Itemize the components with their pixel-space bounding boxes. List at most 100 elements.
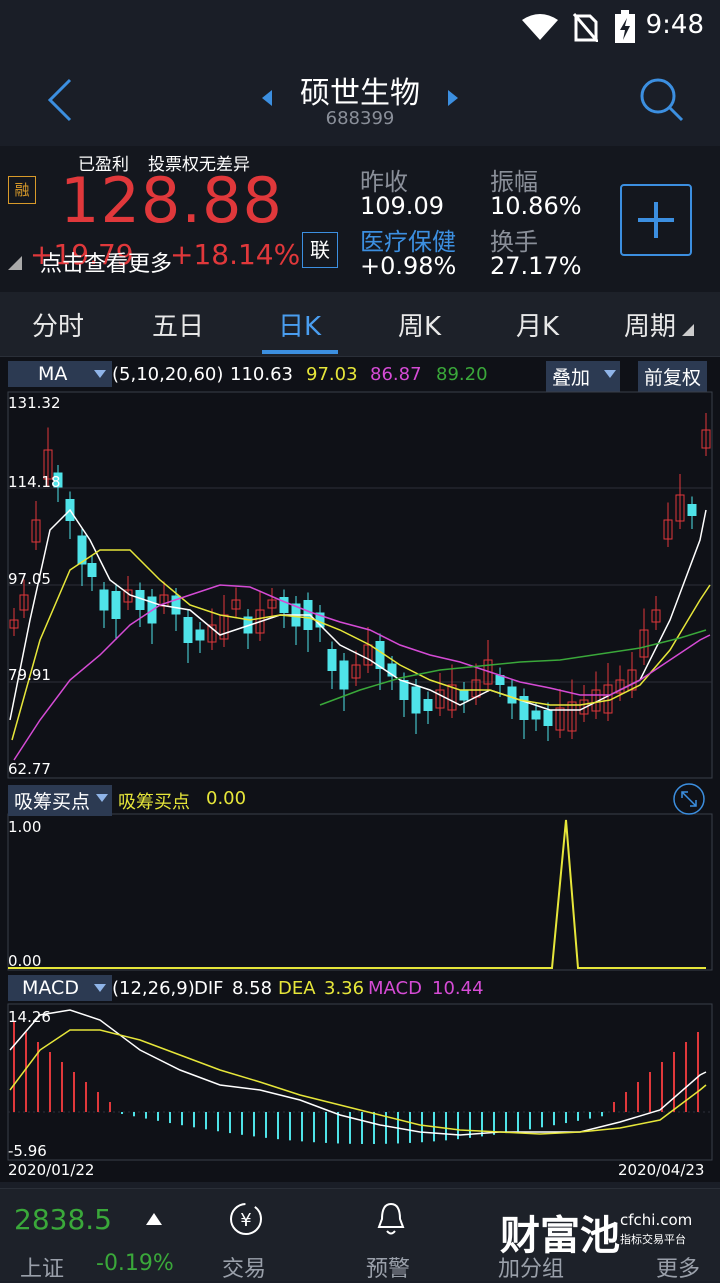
bottom-nav: 2838.5 上证 -0.19% ¥ 交易 预警 财富池 cfchi.com 指… [0, 1188, 720, 1282]
sector-change: +0.98% [360, 252, 457, 280]
candle [77, 535, 87, 565]
watermark-site: cfchi.com [620, 1211, 693, 1229]
ma-params: (5,10,20,60) [112, 364, 224, 385]
macd-select[interactable]: MACD [8, 975, 112, 1001]
linked-button[interactable]: 联 [302, 232, 338, 268]
candle [507, 686, 517, 704]
last-price: 128.88 [60, 164, 283, 237]
status-bar: 9:48 [0, 0, 720, 56]
margin-badge: 融 [8, 176, 36, 204]
index-name: 上证 [20, 1257, 65, 1282]
dif-label: DIF [194, 978, 224, 999]
clock: 9:48 [645, 10, 704, 40]
macd-label: MACD [368, 978, 422, 999]
candle [207, 624, 217, 643]
back-icon[interactable] [46, 78, 74, 122]
triangle-up-icon [146, 1213, 162, 1225]
tap-more-hint[interactable]: 点击查看更多 [40, 252, 173, 277]
overlay-label: 叠加 [552, 367, 591, 389]
ma10-line [11, 549, 711, 741]
macd-histogram [13, 1022, 699, 1144]
period-tabs: 分时 五日 日K 周K 月K 周期 [0, 292, 720, 357]
chevron-down-icon [94, 984, 106, 992]
ma5-line [9, 508, 707, 721]
chart-area [0, 357, 720, 1182]
ma-lines [9, 508, 711, 761]
ma60-line [319, 629, 707, 706]
candle [53, 472, 63, 488]
candle [555, 707, 565, 731]
add-watchlist-button[interactable] [620, 184, 692, 256]
alert-label[interactable]: 预警 [366, 1257, 411, 1282]
turnover-value: 27.17% [490, 252, 582, 280]
ma20-value: 86.87 [370, 364, 422, 385]
tab-intraday[interactable]: 分时 [32, 312, 85, 342]
stock-header: 硕世生物 688399 [0, 56, 720, 146]
candle [531, 710, 541, 720]
wifi-icon [522, 14, 558, 40]
search-icon[interactable] [638, 76, 684, 122]
candle [43, 449, 53, 480]
axis-label-bottom: 62.77 [8, 760, 51, 778]
next-stock-icon[interactable] [446, 88, 460, 108]
candle [255, 609, 265, 634]
candle [351, 664, 361, 679]
candle [639, 629, 649, 658]
expand-icon[interactable] [672, 782, 706, 816]
dif-value: 8.58 [232, 978, 273, 999]
trade-icon[interactable]: ¥ [228, 1201, 264, 1237]
ma60-value: 89.20 [436, 364, 488, 385]
candle [519, 696, 529, 720]
battery-charging-icon [615, 10, 635, 43]
dea-label: DEA [278, 978, 316, 999]
candle [9, 619, 19, 629]
sector-name[interactable]: 医疗保健 [360, 228, 456, 256]
index-value[interactable]: 2838.5 [14, 1203, 112, 1236]
no-sim-icon [572, 13, 598, 42]
price-change: +19.79 [30, 238, 134, 271]
plus-icon [638, 202, 674, 238]
tab-daily-k[interactable]: 日K [278, 312, 322, 342]
prev-stock-icon[interactable] [260, 88, 274, 108]
stock-name: 硕世生物 [300, 76, 420, 111]
candle [183, 617, 193, 643]
add-group-label[interactable]: 加分组 [498, 1257, 565, 1282]
period-corner-icon [682, 324, 694, 336]
axis-label-4: 79.91 [8, 666, 51, 684]
candle [543, 710, 553, 726]
macd-select-label: MACD [22, 977, 79, 999]
candle [627, 669, 637, 691]
macd-axis-top: 14.26 [8, 1008, 51, 1026]
macd-params: (12,26,9) [112, 978, 195, 999]
ma-info-bar: MA (5,10,20,60) 110.63 97.03 86.87 89.20… [0, 360, 720, 392]
tab-monthly-k[interactable]: 月K [516, 312, 560, 342]
amplitude-value: 10.86% [490, 192, 582, 220]
candle [567, 701, 577, 732]
dif-line [9, 1009, 707, 1136]
candle [687, 504, 697, 516]
more-label[interactable]: 更多 [656, 1257, 701, 1282]
candle [579, 699, 589, 715]
indicator-axis-bottom: 0.00 [8, 952, 42, 970]
candle [447, 684, 457, 711]
trade-label[interactable]: 交易 [222, 1257, 267, 1282]
chevron-down-icon [94, 370, 106, 378]
quote-panel[interactable]: 已盈利 投票权无差异 融 128.88 +19.79 +18.14% 点击查看更… [0, 146, 720, 292]
candle [279, 597, 289, 613]
kline-chart[interactable] [0, 390, 720, 1180]
indicator-axis-top: 1.00 [8, 818, 42, 836]
candle [19, 594, 29, 611]
indicator-value: 0.00 [206, 788, 247, 809]
end-date: 2020/04/23 [618, 1161, 705, 1179]
overlay-select[interactable]: 叠加 [546, 361, 620, 392]
corner-triangle-icon [8, 256, 22, 270]
tab-weekly-k[interactable]: 周K [398, 312, 442, 342]
tab-period[interactable]: 周期 [624, 312, 677, 342]
tab-five-day[interactable]: 五日 [152, 312, 205, 342]
bell-icon[interactable] [376, 1201, 406, 1237]
amplitude-label: 振幅 [490, 168, 538, 196]
ma-select[interactable]: MA [8, 361, 112, 387]
adjust-button[interactable]: 前复权 [638, 361, 708, 392]
indicator-select[interactable]: 吸筹买点 [8, 785, 112, 816]
price-pane [7, 391, 713, 779]
